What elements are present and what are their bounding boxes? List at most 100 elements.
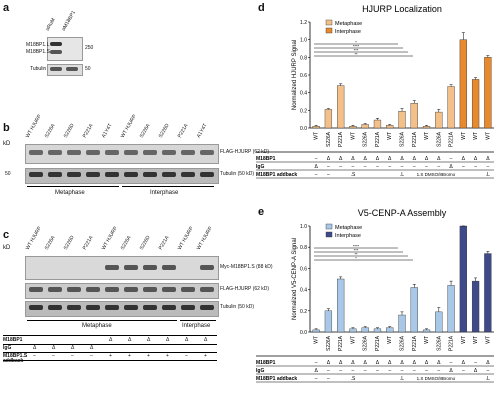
- panel-d-label: d: [258, 2, 265, 14]
- band: [86, 172, 100, 177]
- y-tick-label: 0.4: [300, 91, 307, 97]
- legend-interphase: Interphase: [335, 233, 361, 239]
- bar: [373, 328, 382, 333]
- table-row-label: IgG: [256, 164, 264, 170]
- row-label: M18BP1.L: [26, 42, 50, 48]
- x-tick-label: P221A: [412, 335, 418, 351]
- panel-d-chart: HJURP Localization Normalized HJURP Signa…: [256, 4, 494, 179]
- significance-stars: **: [354, 252, 358, 257]
- bar: [410, 103, 418, 129]
- table-cell: Δ: [339, 360, 343, 366]
- table-cell: –: [474, 164, 477, 170]
- table-cell: Δ: [486, 360, 490, 366]
- table-cell: Δ: [204, 337, 208, 343]
- band: [105, 265, 119, 270]
- panel-a-label: a: [3, 2, 10, 14]
- bar: [361, 327, 369, 333]
- panel-c-kd: kD: [3, 245, 11, 251]
- x-tick-label: WT: [424, 336, 430, 344]
- group-line: [122, 186, 214, 187]
- row-label: FLAG-HJURP (62 kD): [220, 149, 270, 155]
- lane-label: S226D: [62, 122, 76, 139]
- lane-label: P221A: [81, 234, 95, 251]
- table-cell: –: [33, 353, 36, 359]
- table-row-label: M18BP1 addback: [256, 376, 297, 382]
- band: [50, 50, 62, 54]
- table-cell: –: [462, 368, 465, 374]
- y-tick-label: 1.2: [300, 20, 307, 26]
- band: [105, 150, 119, 155]
- addback-extra: 1.S DMSO/8Bromo: [417, 376, 456, 381]
- bar: [361, 124, 369, 129]
- table-cell: Δ: [462, 156, 466, 162]
- table-cell: .L: [400, 172, 404, 178]
- lane-label: WT HJURP: [100, 225, 119, 251]
- bar: [471, 79, 480, 129]
- row-label: FLAG-HJURP (62 kD): [220, 286, 270, 292]
- band: [67, 150, 81, 155]
- y-tick-label: 0.0: [300, 126, 307, 132]
- panel-b: WT HJURP S226A S226D P221A A1Y4T WT HJURP S226…: [0, 110, 269, 230]
- bar: [447, 86, 455, 129]
- table-cell: –: [339, 368, 342, 374]
- row-label: Myc-M18BP1.S (88 kD): [220, 264, 273, 270]
- table-cell: Δ: [166, 337, 170, 343]
- x-tick-label: WT: [387, 132, 393, 140]
- bar: [349, 126, 357, 129]
- table-cell: .L: [486, 172, 490, 178]
- y-tick-label: 0.6: [300, 266, 307, 272]
- band: [48, 150, 62, 155]
- lane-label: A1Y4T: [195, 122, 209, 139]
- legend-metaphase: Metaphase: [335, 225, 362, 231]
- table-cell: +: [147, 353, 150, 359]
- table-cell: –: [52, 353, 55, 359]
- blot-c-myc: [25, 256, 219, 280]
- table-cell: Δ: [314, 164, 318, 170]
- band: [162, 172, 176, 177]
- band: [50, 67, 62, 71]
- band: [124, 172, 138, 177]
- group-line: [27, 186, 119, 187]
- panel-e-chart: V5-CENP-A Assembly Normalized V5-CENP-A S…: [256, 208, 494, 383]
- table-cell: –: [339, 164, 342, 170]
- group-label: Metaphase: [55, 190, 85, 196]
- table-cell: –: [327, 376, 330, 382]
- band: [143, 150, 157, 155]
- band: [162, 265, 176, 270]
- blot-a-top: [47, 37, 83, 61]
- table-cell: –: [474, 360, 477, 366]
- table-cell: Δ: [376, 360, 380, 366]
- lane-label: WT HJURP: [119, 113, 138, 139]
- y-tick-label: 1.0: [300, 224, 307, 230]
- significance-stars: ****: [353, 44, 360, 49]
- table-cell: Δ: [52, 345, 56, 351]
- lane-label: αRuM: [44, 17, 57, 32]
- band: [29, 172, 43, 177]
- band: [50, 42, 62, 46]
- table-cell: –: [315, 376, 318, 382]
- band: [181, 172, 195, 177]
- kd-label: 50: [85, 66, 91, 72]
- group-label: Interphase: [150, 190, 179, 196]
- x-tick-label: P221A: [449, 335, 455, 351]
- table-cell: Δ: [400, 360, 404, 366]
- table-cell: Δ: [327, 360, 331, 366]
- bar: [484, 253, 492, 333]
- bar: [435, 111, 443, 129]
- legend-metaphase: Metaphase: [335, 21, 362, 27]
- table-cell: –: [376, 368, 379, 374]
- table-cell: Δ: [449, 164, 453, 170]
- x-tick-label: S226A: [326, 335, 332, 351]
- table-cell: Δ: [71, 345, 75, 351]
- table-cell: Δ: [128, 337, 132, 343]
- legend-swatch-metaphase: [325, 223, 333, 230]
- table-row-label: M18BP1.S addback: [3, 353, 28, 364]
- table-cell: –: [437, 164, 440, 170]
- x-tick-label: WT: [314, 132, 320, 140]
- chart-title: HJURP Localization: [362, 4, 442, 14]
- x-tick-label: WT: [350, 336, 356, 344]
- table-cell: –: [71, 353, 74, 359]
- table-cell: Δ: [486, 156, 490, 162]
- table-cell: .L: [486, 376, 490, 382]
- table-cell: –: [388, 164, 391, 170]
